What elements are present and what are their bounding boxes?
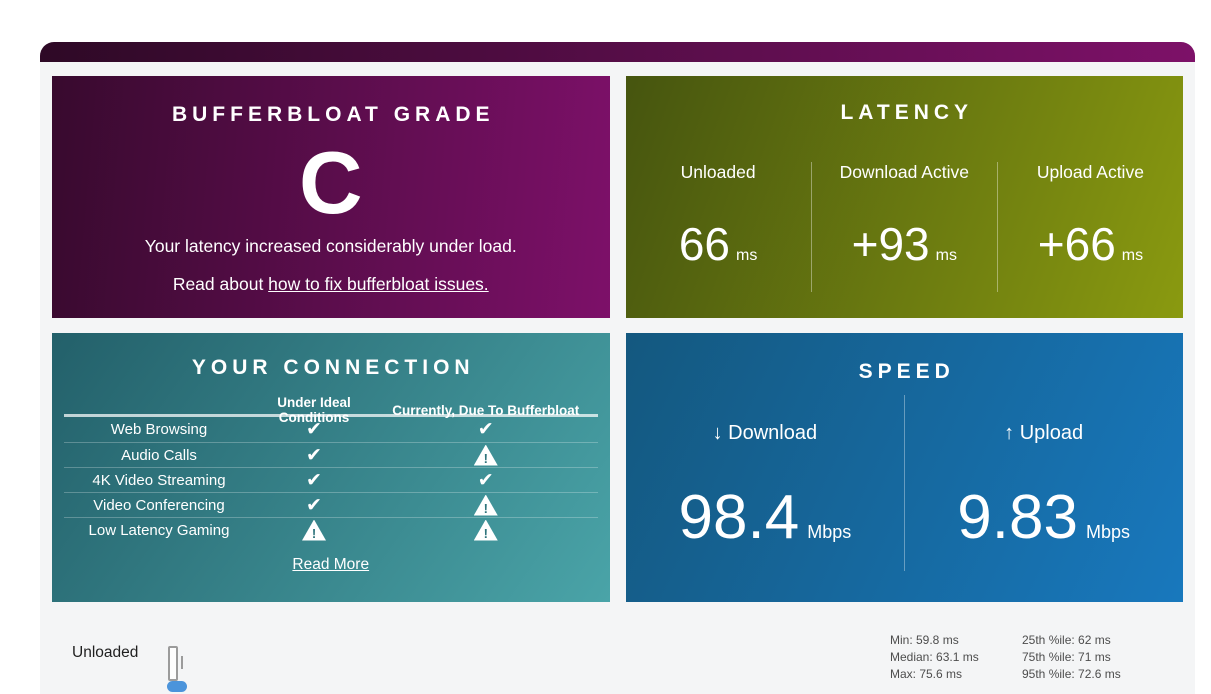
download-arrow-icon: ↓ — [712, 422, 723, 444]
grade-letter: C — [298, 133, 363, 232]
current-status-icon — [374, 520, 598, 541]
connection-row-label: 4K Video Streaming — [92, 471, 226, 489]
stat-max: Max: 75.6 ms — [890, 667, 963, 681]
latency-download-value: +93 ms — [851, 218, 957, 270]
table-row: Web Browsing — [64, 417, 598, 442]
stat-95th: 95th %ile: 72.6 ms — [1022, 667, 1121, 681]
upload-arrow-icon: ↑ — [1004, 422, 1015, 444]
latency-upload-column: Upload Active +66 ms — [998, 162, 1183, 292]
speed-card: SPEED ↓ Download 98.4 Mbps ↑ Upload 9.83 M… — [625, 333, 1184, 602]
connection-header-current: Currently, Due To Bufferbloat — [392, 402, 580, 418]
unloaded-boxplot-whisker — [181, 656, 183, 669]
latency-detail-section: Unloaded Min: 59.8 ms Median: 63.1 ms Ma… — [52, 602, 1183, 694]
connection-table: Under Ideal Conditions Currently, Due To… — [64, 395, 598, 542]
current-status-icon — [374, 419, 598, 440]
read-about-text: Read about — [172, 274, 269, 294]
speed-columns: ↓ Download 98.4 Mbps ↑ Upload 9.83 Mbps — [626, 421, 1184, 549]
bufferbloat-grade-card: BUFFERBLOAT GRADE C Your latency increas… — [52, 76, 610, 318]
stat-min: Min: 59.8 ms — [890, 633, 959, 647]
download-speed-column: ↓ Download 98.4 Mbps — [626, 421, 905, 549]
grade-link-line: Read about how to fix bufferbloat issues… — [52, 275, 610, 293]
connection-card-title: YOUR CONNECTION — [191, 356, 475, 379]
latency-divider — [996, 162, 998, 292]
latency-stats-left: Min: 59.8 ms Median: 63.1 ms Max: 75.6 m… — [890, 632, 979, 683]
latency-stats-right: 25th %ile: 62 ms 75th %ile: 71 ms 95th %… — [1022, 632, 1121, 683]
grade-card-title: BUFFERBLOAT GRADE — [171, 103, 495, 126]
latency-upload-value: +66 ms — [1037, 218, 1144, 270]
current-status-icon — [374, 470, 598, 491]
table-row: 4K Video Streaming — [64, 467, 598, 492]
ideal-status-icon — [254, 470, 374, 491]
your-connection-card: YOUR CONNECTION Under Ideal Conditions C… — [52, 333, 610, 602]
boxplot-marker — [167, 681, 187, 692]
latency-columns: Unloaded 66 ms Download Active +93 ms Uplo… — [626, 162, 1184, 292]
results-content: BUFFERBLOAT GRADE C Your latency increas… — [40, 62, 1195, 694]
connection-row-label: Audio Calls — [121, 446, 197, 464]
latency-unloaded-column: Unloaded 66 ms — [626, 162, 811, 292]
upload-speed-value: 9.83 Mbps — [957, 483, 1130, 552]
speed-divider — [904, 395, 906, 571]
latency-card: LATENCY Unloaded 66 ms Download Active +9… — [625, 76, 1184, 318]
read-more-line: Read More — [52, 556, 610, 574]
upload-label: ↑ Upload — [1004, 422, 1084, 444]
latency-download-column: Download Active +93 ms — [812, 162, 997, 292]
read-more-link[interactable]: Read More — [292, 556, 370, 573]
latency-unloaded-value: 66 ms — [678, 218, 758, 270]
current-status-icon — [374, 495, 598, 516]
panel-top-accent-bar — [40, 42, 1195, 62]
download-label: ↓ Download — [712, 422, 818, 444]
results-panel: BUFFERBLOAT GRADE C Your latency increas… — [40, 42, 1195, 694]
results-grid: BUFFERBLOAT GRADE C Your latency increas… — [52, 76, 1183, 602]
speed-card-title: SPEED — [858, 360, 955, 383]
table-row: Video Conferencing — [64, 492, 598, 517]
stat-median: Median: 63.1 ms — [890, 650, 979, 664]
table-row: Low Latency Gaming — [64, 517, 598, 542]
current-status-icon — [374, 445, 598, 466]
stat-25th: 25th %ile: 62 ms — [1022, 633, 1111, 647]
download-speed-value: 98.4 Mbps — [678, 483, 852, 552]
latency-download-label: Download Active — [839, 162, 969, 182]
connection-row-label: Web Browsing — [110, 421, 208, 438]
table-row: Audio Calls — [64, 442, 598, 467]
unloaded-boxplot-icon — [168, 646, 178, 681]
latency-card-title: LATENCY — [840, 101, 974, 124]
stat-75th: 75th %ile: 71 ms — [1022, 650, 1111, 664]
latency-upload-label: Upload Active — [1036, 162, 1144, 182]
upload-speed-column: ↑ Upload 9.83 Mbps — [904, 421, 1183, 549]
grade-description: Your latency increased considerably unde… — [144, 236, 517, 256]
latency-unloaded-label: Unloaded — [680, 162, 756, 182]
ideal-status-icon — [254, 520, 374, 541]
ideal-status-icon — [254, 419, 374, 440]
latency-divider — [810, 162, 812, 292]
ideal-status-icon — [254, 445, 374, 466]
connection-row-label: Low Latency Gaming — [88, 521, 230, 539]
ideal-status-icon — [254, 495, 374, 516]
unloaded-row-label: Unloaded — [72, 644, 139, 661]
connection-row-label: Video Conferencing — [93, 496, 225, 514]
fix-bufferbloat-link[interactable]: how to fix bufferbloat issues. — [268, 274, 489, 294]
connection-table-header: Under Ideal Conditions Currently, Due To… — [64, 395, 598, 425]
